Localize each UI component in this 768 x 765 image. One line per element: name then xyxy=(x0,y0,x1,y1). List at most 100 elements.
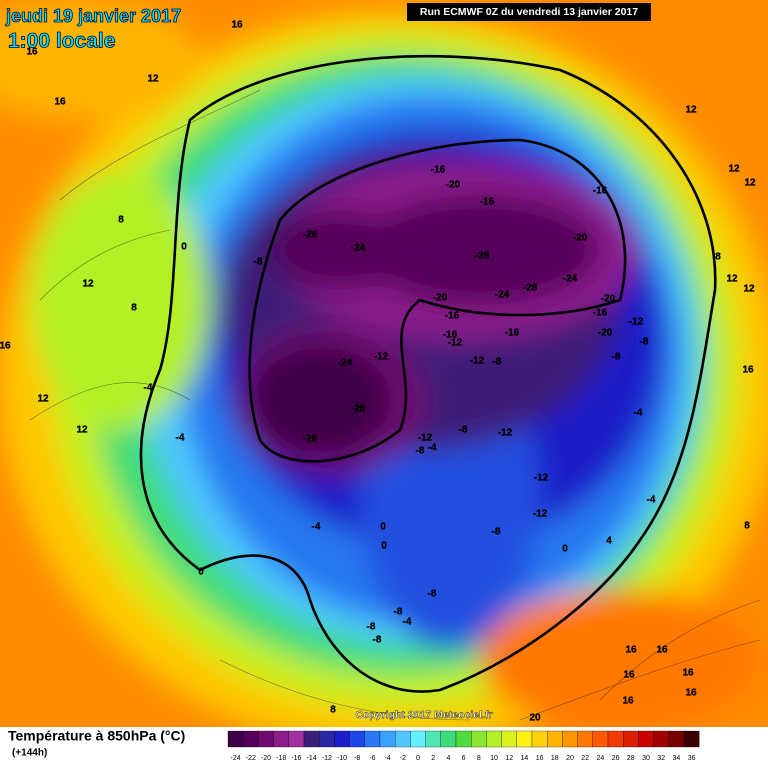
colorbar-tick-label: 2 xyxy=(431,755,435,762)
colorbar-tick-label: 4 xyxy=(446,755,450,762)
color-swatch xyxy=(592,730,609,748)
colorbar-tick-label: -22 xyxy=(246,755,256,762)
contour-label: 16 xyxy=(623,670,635,681)
run-box xyxy=(407,3,651,21)
colorbar-tick-label: 36 xyxy=(688,755,696,762)
contour-label: 16 xyxy=(742,365,754,376)
colorbar-tick-label: -24 xyxy=(231,755,241,762)
contour-label: 12 xyxy=(147,74,159,85)
contour-label: -4 xyxy=(647,495,656,506)
contour-label: -8 xyxy=(367,622,376,633)
contour-label: -12 xyxy=(534,473,549,484)
color-swatch xyxy=(364,730,381,748)
contour-label: -16 xyxy=(480,197,495,208)
color-swatch xyxy=(227,730,244,748)
colorbar-tick-label: -4 xyxy=(384,755,390,762)
contour-label: -28 xyxy=(475,251,490,262)
date-title: jeudi 19 janvier 2017 xyxy=(5,6,181,26)
color-swatch xyxy=(516,730,533,748)
contour-label: 16 xyxy=(685,688,697,699)
contour-label: -4 xyxy=(428,443,437,454)
contour-label: 16 xyxy=(682,668,694,679)
contour-label: 0 xyxy=(380,522,386,533)
color-swatch xyxy=(425,730,441,748)
contour-label: 8 xyxy=(330,705,336,716)
contour-label: -4 xyxy=(634,408,643,419)
contour-label: -12 xyxy=(498,428,513,439)
contour-label: -20 xyxy=(601,294,616,305)
contour-label: -8 xyxy=(394,607,403,618)
contour-label: -8 xyxy=(428,589,437,600)
colorbar-tick-label: 34 xyxy=(673,755,681,762)
contour-label: 0 xyxy=(562,544,568,555)
contour-label: -8 xyxy=(459,425,468,436)
contour-label: 8 xyxy=(131,303,137,314)
colorbar-tick-label: 32 xyxy=(657,755,665,762)
colorbar-tick-label: 24 xyxy=(597,755,605,762)
color-swatch xyxy=(607,730,624,748)
contour-label: -16 xyxy=(445,311,460,322)
contour-label: 16 xyxy=(622,696,634,707)
colorbar-tick-label: -10 xyxy=(337,755,347,762)
contour-label: 20 xyxy=(529,713,541,724)
contour-label: -12 xyxy=(470,356,485,367)
colorbar-tick-label: -8 xyxy=(354,755,360,762)
colorbar-tick-label: 20 xyxy=(566,755,574,762)
contour-label: 12 xyxy=(728,164,740,175)
colorbar-tick-label: 30 xyxy=(642,755,650,762)
color-swatch xyxy=(379,730,396,748)
color-swatch xyxy=(653,730,669,748)
contour-label: -24 xyxy=(338,358,353,369)
contour-label: -16 xyxy=(431,165,446,176)
color-swatch xyxy=(288,730,305,748)
contour-label: -8 xyxy=(492,527,501,538)
contour-label: 12 xyxy=(726,274,738,285)
color-swatch xyxy=(273,730,289,748)
contour-label: -20 xyxy=(433,293,448,304)
contour-label: 12 xyxy=(82,279,94,290)
contour-label: -8 xyxy=(612,352,621,363)
color-swatch xyxy=(531,730,548,748)
contour-label: 12 xyxy=(37,394,49,405)
color-swatch xyxy=(334,730,350,748)
contour-label: -4 xyxy=(144,383,153,394)
contour-label: -20 xyxy=(598,328,613,339)
colorbar-tick-label: -20 xyxy=(261,755,271,762)
contour-label: -12 xyxy=(374,352,389,363)
colorbar-tick-label: -16 xyxy=(291,755,301,762)
copyright: Copyright 2017 Meteociel.fr xyxy=(355,709,492,721)
contour-label: -4 xyxy=(176,433,185,444)
colorbar-tick-label: 0 xyxy=(416,755,420,762)
contour-label: 0 xyxy=(181,242,187,253)
contour-label: -24 xyxy=(495,290,510,301)
color-swatch xyxy=(258,730,274,748)
contour-label: -8 xyxy=(416,446,425,457)
color-swatch xyxy=(547,730,563,748)
colorbar-tick-label: 10 xyxy=(490,755,498,762)
contour-label: 16 xyxy=(54,97,66,108)
contour-label: 4 xyxy=(606,536,612,547)
contour-label: -8 xyxy=(254,257,263,268)
contour-label: 16 xyxy=(26,47,38,58)
color-swatch xyxy=(577,730,593,748)
color-swatch xyxy=(501,730,517,748)
contour-label: 12 xyxy=(744,178,756,189)
colorbar-tick-label: -2 xyxy=(400,755,406,762)
color-swatch xyxy=(668,730,685,748)
contour-label: 8 xyxy=(715,252,721,263)
contour-label: -28 xyxy=(523,283,538,294)
colorbar-tick-label: 28 xyxy=(627,755,635,762)
map-labels: -16-20-16-16-28-24-28-20-24-24-28-20 -20-… xyxy=(0,19,756,724)
color-swatch xyxy=(395,730,411,748)
contour-label: 0 xyxy=(198,567,204,578)
contour-label: -12 xyxy=(418,433,433,444)
colorbar-tick-label: 18 xyxy=(551,755,559,762)
contour-label: 12 xyxy=(743,284,755,295)
contour-label: 8 xyxy=(744,521,750,532)
colorbar-tick-label: 16 xyxy=(536,755,544,762)
contour-label: 16 xyxy=(231,20,243,31)
colorbar-tick-label: -18 xyxy=(276,755,286,762)
contour-label: -4 xyxy=(312,522,321,533)
color-swatch xyxy=(410,730,426,748)
